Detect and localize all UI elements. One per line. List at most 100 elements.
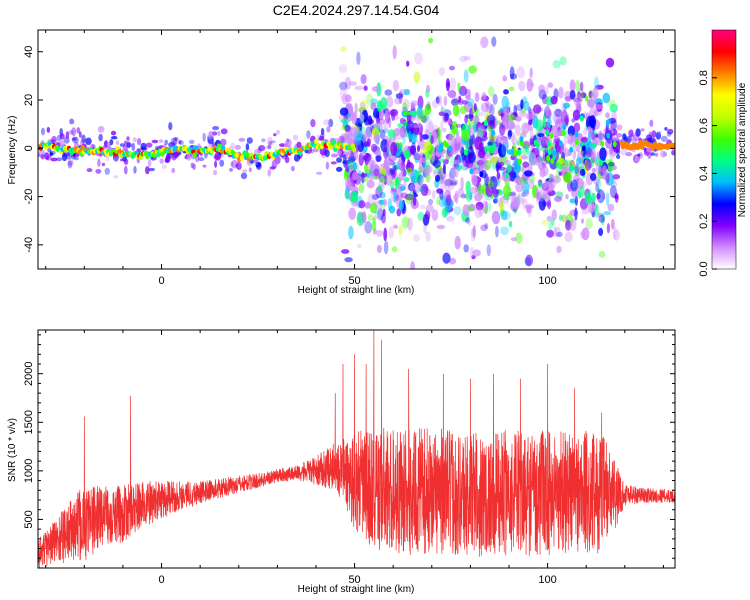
spectrogram-blob [525, 254, 533, 267]
spectrogram-blob [339, 87, 348, 101]
spectrogram-ticks: 0 50 100 -40 -20 0 20 40 [23, 30, 675, 287]
spectrogram-blob [523, 100, 530, 111]
spectrogram-blob [348, 81, 357, 86]
spectrogram-halo [98, 133, 103, 142]
spectrogram-halo [616, 124, 623, 131]
spectrogram-halo [159, 158, 164, 164]
spectrogram-blob [357, 243, 362, 249]
spectrogram-blob [598, 130, 603, 143]
spectrogram-blob [391, 246, 398, 253]
spectrogram-blob [477, 184, 485, 195]
spectrogram-blob [591, 167, 597, 174]
spectrogram-bright-blob [519, 136, 524, 143]
spectrogram-halo [44, 152, 50, 160]
spectrogram-bright-blob [579, 115, 584, 122]
spectrogram-blob [507, 114, 517, 122]
spectrogram-blob [556, 191, 564, 199]
spectrogram-blob [394, 97, 402, 105]
spectrogram-blob [472, 167, 480, 175]
spectrogram-blob [536, 187, 539, 202]
spectrogram-ridge [216, 143, 222, 149]
spectrogram-blob [579, 168, 586, 176]
spectrogram-blob [555, 191, 564, 198]
spectrogram-blob [431, 150, 436, 163]
colorbar: 0.0 0.2 0.4 0.6 0.8 Normalized spectral ampl… [698, 29, 748, 277]
spectrogram-bright-blob [581, 145, 586, 152]
spectrogram-halo [292, 134, 299, 141]
snr-ytick-label: 1000 [23, 459, 35, 483]
spectrogram-halo [242, 169, 248, 173]
spectrogram-blob [350, 190, 359, 204]
spectrogram-blob [365, 126, 373, 138]
spectrogram-halo [267, 168, 272, 177]
spectrogram-halo [316, 134, 320, 139]
spectrogram-halo [318, 135, 325, 141]
spectrogram-blob [395, 93, 404, 99]
spectrogram-blob [364, 221, 373, 234]
spectrogram-blob [393, 191, 397, 203]
spectrogram-blob [364, 201, 371, 209]
spectrogram-blob [408, 110, 418, 116]
spectrogram-blob [444, 178, 450, 191]
spectrogram-blob [428, 156, 434, 165]
snr-xtick-label: 0 [158, 574, 164, 586]
spectrogram-blob [568, 160, 576, 168]
spectrogram-blob [368, 173, 374, 182]
spectrogram-blob [485, 102, 493, 114]
spectrogram-blob [447, 90, 457, 98]
spectrogram-blob [602, 165, 607, 177]
spectrogram-blob [580, 137, 589, 143]
spectrogram-blob [425, 121, 435, 134]
spectrogram-blob [552, 175, 561, 184]
spectrogram-blob [380, 163, 387, 168]
spectrogram-blob [403, 88, 411, 96]
spectrogram-blob [343, 173, 351, 179]
spectrogram-blob [410, 182, 414, 193]
spectrogram-blob [613, 226, 617, 240]
spectrogram-blob [419, 204, 426, 210]
spectrogram-blob [400, 159, 406, 168]
spectrogram-blob [522, 198, 528, 210]
spectrogram-halo [296, 141, 302, 148]
spectrogram-blob [529, 138, 534, 144]
spectrogram-blob [483, 159, 492, 170]
spectrogram-blob [570, 185, 574, 193]
spectrogram-halo [248, 167, 252, 173]
spectrogram-blob [479, 156, 487, 168]
spectrogram-blob [402, 111, 411, 116]
spectrogram-blob [521, 180, 530, 195]
spectrogram-halo [49, 149, 53, 158]
spectrogram-bright-blob [558, 140, 563, 147]
spectrogram-halo [165, 152, 171, 162]
spectrogram-bright-blob [443, 140, 448, 147]
spectrogram-blob [574, 196, 579, 206]
spectrogram-ytick-label: 0 [23, 145, 35, 151]
spectrogram-blob [534, 145, 541, 155]
spectrogram-blob [585, 112, 591, 123]
spectrogram-blob [564, 90, 572, 101]
spectrogram-blob [609, 103, 618, 113]
spectrogram-blob [423, 140, 432, 152]
spectrogram-blob [390, 141, 398, 156]
spectrogram-blob [458, 95, 462, 104]
spectrogram-halo [273, 133, 277, 137]
spectrogram-blob [597, 132, 606, 141]
spectrogram-ridge [230, 149, 235, 155]
spectrogram-blob [414, 151, 419, 164]
spectrogram-halo [306, 130, 311, 139]
spectrogram-blob [547, 199, 552, 210]
spectrogram-halo [671, 150, 675, 156]
spectrogram-blob [398, 90, 403, 104]
spectrogram-halo [72, 136, 79, 144]
spectrogram-blob [535, 119, 544, 131]
spectrogram-marks [38, 36, 675, 269]
spectrogram-blob [596, 189, 605, 204]
spectrogram-blob [375, 155, 382, 163]
spectrogram-blob [532, 112, 537, 121]
spectrogram-blob [606, 223, 611, 234]
spectrogram-halo [667, 128, 674, 135]
spectrogram-blob [476, 159, 485, 166]
snr-xtick-label: 100 [538, 574, 556, 586]
spectrogram-halo [85, 137, 92, 145]
spectrogram-bright-blob [592, 142, 597, 149]
